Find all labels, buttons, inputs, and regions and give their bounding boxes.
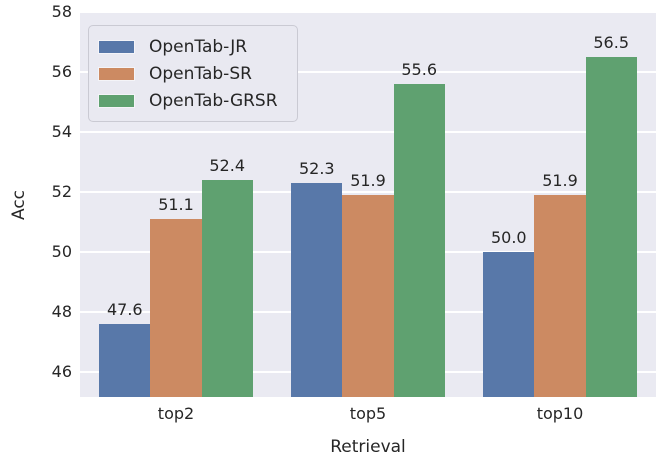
y-tick-label: 46 xyxy=(51,362,72,381)
y-tick-label: 58 xyxy=(51,2,72,21)
legend-row: OpenTab-SR xyxy=(98,60,281,87)
gridline xyxy=(80,71,656,73)
bar-value-label: 50.0 xyxy=(490,228,527,248)
bar-OpenTab-GRSR-top5 xyxy=(393,84,445,397)
legend: OpenTab-JR OpenTab-SR OpenTab-GRSR xyxy=(88,25,298,122)
bar-OpenTab-SR-top10 xyxy=(534,195,586,397)
legend-row: OpenTab-GRSR xyxy=(98,87,281,114)
y-tick-label: 56 xyxy=(51,62,72,81)
x-tick-label: top5 xyxy=(349,404,387,423)
bar-value-label: 51.9 xyxy=(542,171,578,191)
x-tick-label: top2 xyxy=(157,404,195,423)
y-tick-label: 52 xyxy=(51,182,72,201)
y-tick-label: 48 xyxy=(51,302,72,321)
bar-value-label: 52.3 xyxy=(298,159,335,179)
bar-value-label: 56.5 xyxy=(593,33,629,53)
bar-value-label: 55.6 xyxy=(401,60,437,80)
legend-label: OpenTab-GRSR xyxy=(149,90,278,111)
bar-OpenTab-JR-top5 xyxy=(291,183,343,397)
legend-label: OpenTab-SR xyxy=(149,63,252,84)
legend-label: OpenTab-JR xyxy=(149,36,248,57)
bar-OpenTab-JR-top2 xyxy=(99,324,151,397)
bar-value-label: 47.6 xyxy=(106,300,143,320)
y-tick-label: 54 xyxy=(51,122,72,141)
plot-area: 47.6 51.1 52.4 52.3 51.9 55.6 50.0 51.9 56.5 xyxy=(80,12,656,397)
gridline xyxy=(80,12,656,13)
bar-OpenTab-GRSR-top2 xyxy=(201,180,253,397)
x-tick-label: top10 xyxy=(536,404,584,423)
gridline xyxy=(80,131,656,133)
bar-OpenTab-JR-top10 xyxy=(483,252,535,397)
legend-swatch-icon xyxy=(98,66,135,81)
gridline xyxy=(80,191,656,193)
x-axis-label: Retrieval xyxy=(330,437,406,457)
bar-value-label: 51.1 xyxy=(158,195,194,215)
bar-OpenTab-GRSR-top10 xyxy=(585,57,637,397)
bar-OpenTab-SR-top2 xyxy=(150,219,202,397)
legend-swatch-icon xyxy=(98,39,135,54)
bar-OpenTab-SR-top5 xyxy=(342,195,394,397)
bar-value-label: 51.9 xyxy=(350,171,386,191)
y-tick-label: 50 xyxy=(51,242,72,261)
bar-value-label: 52.4 xyxy=(209,156,245,176)
legend-swatch-icon xyxy=(98,93,135,108)
legend-row: OpenTab-JR xyxy=(98,33,281,60)
